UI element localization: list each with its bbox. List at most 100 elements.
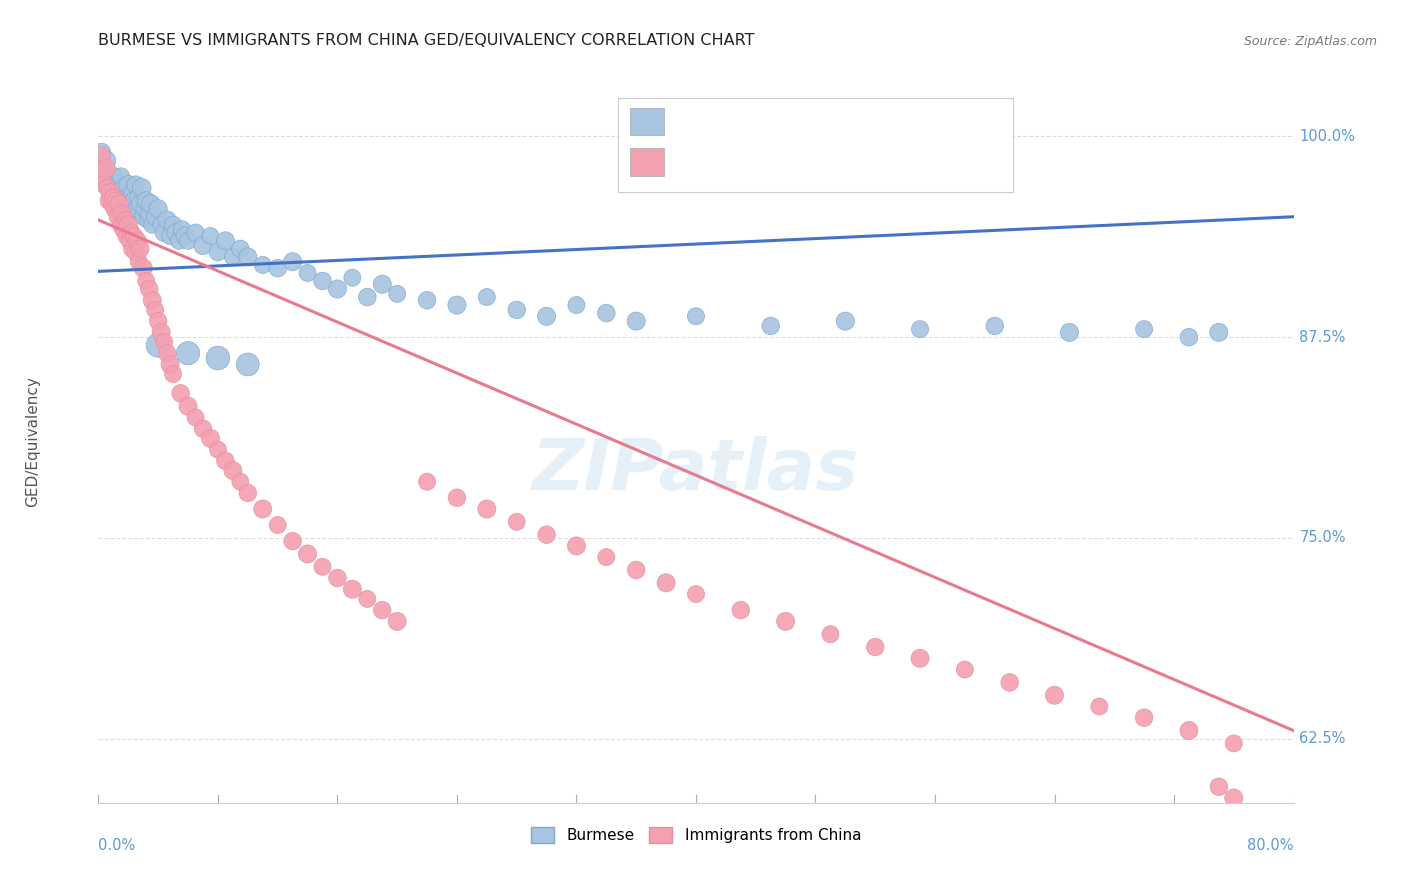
- Point: [834, 314, 856, 328]
- Text: R = -0.525: R = -0.525: [676, 153, 762, 168]
- Point: [385, 286, 409, 301]
- Point: [110, 186, 132, 200]
- Point: [281, 254, 304, 268]
- Text: 62.5%: 62.5%: [1299, 731, 1346, 746]
- Point: [506, 302, 529, 317]
- Point: [97, 194, 120, 208]
- Point: [97, 181, 120, 195]
- Point: [506, 515, 529, 529]
- Point: [124, 194, 146, 208]
- Text: 100.0%: 100.0%: [1299, 129, 1355, 144]
- Point: [446, 298, 468, 312]
- Point: [132, 210, 155, 224]
- Point: [536, 527, 558, 541]
- Point: [129, 197, 152, 211]
- Text: 87.5%: 87.5%: [1299, 330, 1346, 344]
- Point: [730, 603, 752, 617]
- Text: R =  0.060: R = 0.060: [676, 112, 761, 127]
- Point: [135, 274, 157, 288]
- Point: [105, 186, 128, 200]
- Point: [229, 475, 252, 489]
- Text: Source: ZipAtlas.com: Source: ZipAtlas.com: [1244, 35, 1378, 48]
- Point: [120, 226, 142, 240]
- Point: [103, 190, 125, 204]
- Point: [342, 582, 364, 597]
- Point: [134, 202, 156, 216]
- Point: [159, 229, 181, 244]
- Point: [229, 242, 252, 256]
- Point: [865, 640, 887, 654]
- Point: [156, 346, 179, 360]
- Point: [129, 242, 152, 256]
- Point: [156, 213, 179, 227]
- Point: [117, 178, 139, 192]
- Point: [311, 559, 333, 574]
- Point: [177, 346, 200, 360]
- Point: [98, 186, 122, 200]
- Point: [222, 463, 245, 477]
- Point: [326, 282, 349, 296]
- Point: [207, 245, 229, 260]
- Point: [536, 310, 558, 324]
- Point: [128, 254, 150, 268]
- Point: [96, 178, 118, 192]
- Point: [150, 326, 173, 340]
- Point: [1133, 322, 1156, 336]
- Point: [326, 571, 349, 585]
- Point: [565, 298, 588, 312]
- Point: [446, 491, 468, 505]
- Point: [626, 563, 648, 577]
- Text: BURMESE VS IMMIGRANTS FROM CHINA GED/EQUIVALENCY CORRELATION CHART: BURMESE VS IMMIGRANTS FROM CHINA GED/EQU…: [98, 33, 755, 48]
- Point: [91, 169, 114, 184]
- Point: [107, 197, 129, 211]
- Point: [200, 229, 222, 244]
- Point: [1059, 326, 1081, 340]
- Point: [120, 206, 142, 220]
- FancyBboxPatch shape: [630, 148, 664, 176]
- Point: [94, 161, 117, 176]
- Point: [236, 250, 259, 264]
- Point: [177, 234, 200, 248]
- Point: [1133, 711, 1156, 725]
- Point: [121, 186, 143, 200]
- Point: [236, 358, 259, 372]
- Point: [103, 169, 125, 184]
- Point: [385, 615, 409, 629]
- Point: [141, 218, 163, 232]
- Point: [371, 603, 394, 617]
- Point: [267, 518, 290, 533]
- Point: [139, 197, 162, 211]
- Point: [162, 367, 184, 381]
- Text: ZIPatlas: ZIPatlas: [533, 436, 859, 505]
- Point: [148, 338, 170, 352]
- Point: [118, 197, 141, 211]
- Point: [150, 218, 173, 232]
- Point: [236, 486, 259, 500]
- Point: [281, 534, 304, 549]
- Point: [115, 190, 138, 204]
- Point: [1043, 688, 1066, 702]
- Point: [91, 161, 114, 176]
- Point: [112, 222, 135, 236]
- Text: N = 87: N = 87: [849, 112, 905, 127]
- Point: [138, 206, 160, 220]
- Point: [1223, 736, 1246, 750]
- Point: [191, 238, 214, 252]
- Point: [1088, 699, 1111, 714]
- Point: [685, 310, 707, 324]
- Point: [118, 234, 141, 248]
- Point: [191, 422, 214, 436]
- Point: [159, 358, 181, 372]
- Point: [141, 293, 163, 308]
- Point: [908, 651, 931, 665]
- Point: [1208, 326, 1230, 340]
- Point: [169, 386, 191, 401]
- Point: [184, 226, 207, 240]
- Point: [112, 181, 135, 195]
- Point: [356, 591, 378, 606]
- Point: [93, 178, 115, 192]
- FancyBboxPatch shape: [630, 108, 664, 136]
- Point: [297, 266, 319, 280]
- Point: [311, 274, 333, 288]
- Point: [252, 502, 274, 516]
